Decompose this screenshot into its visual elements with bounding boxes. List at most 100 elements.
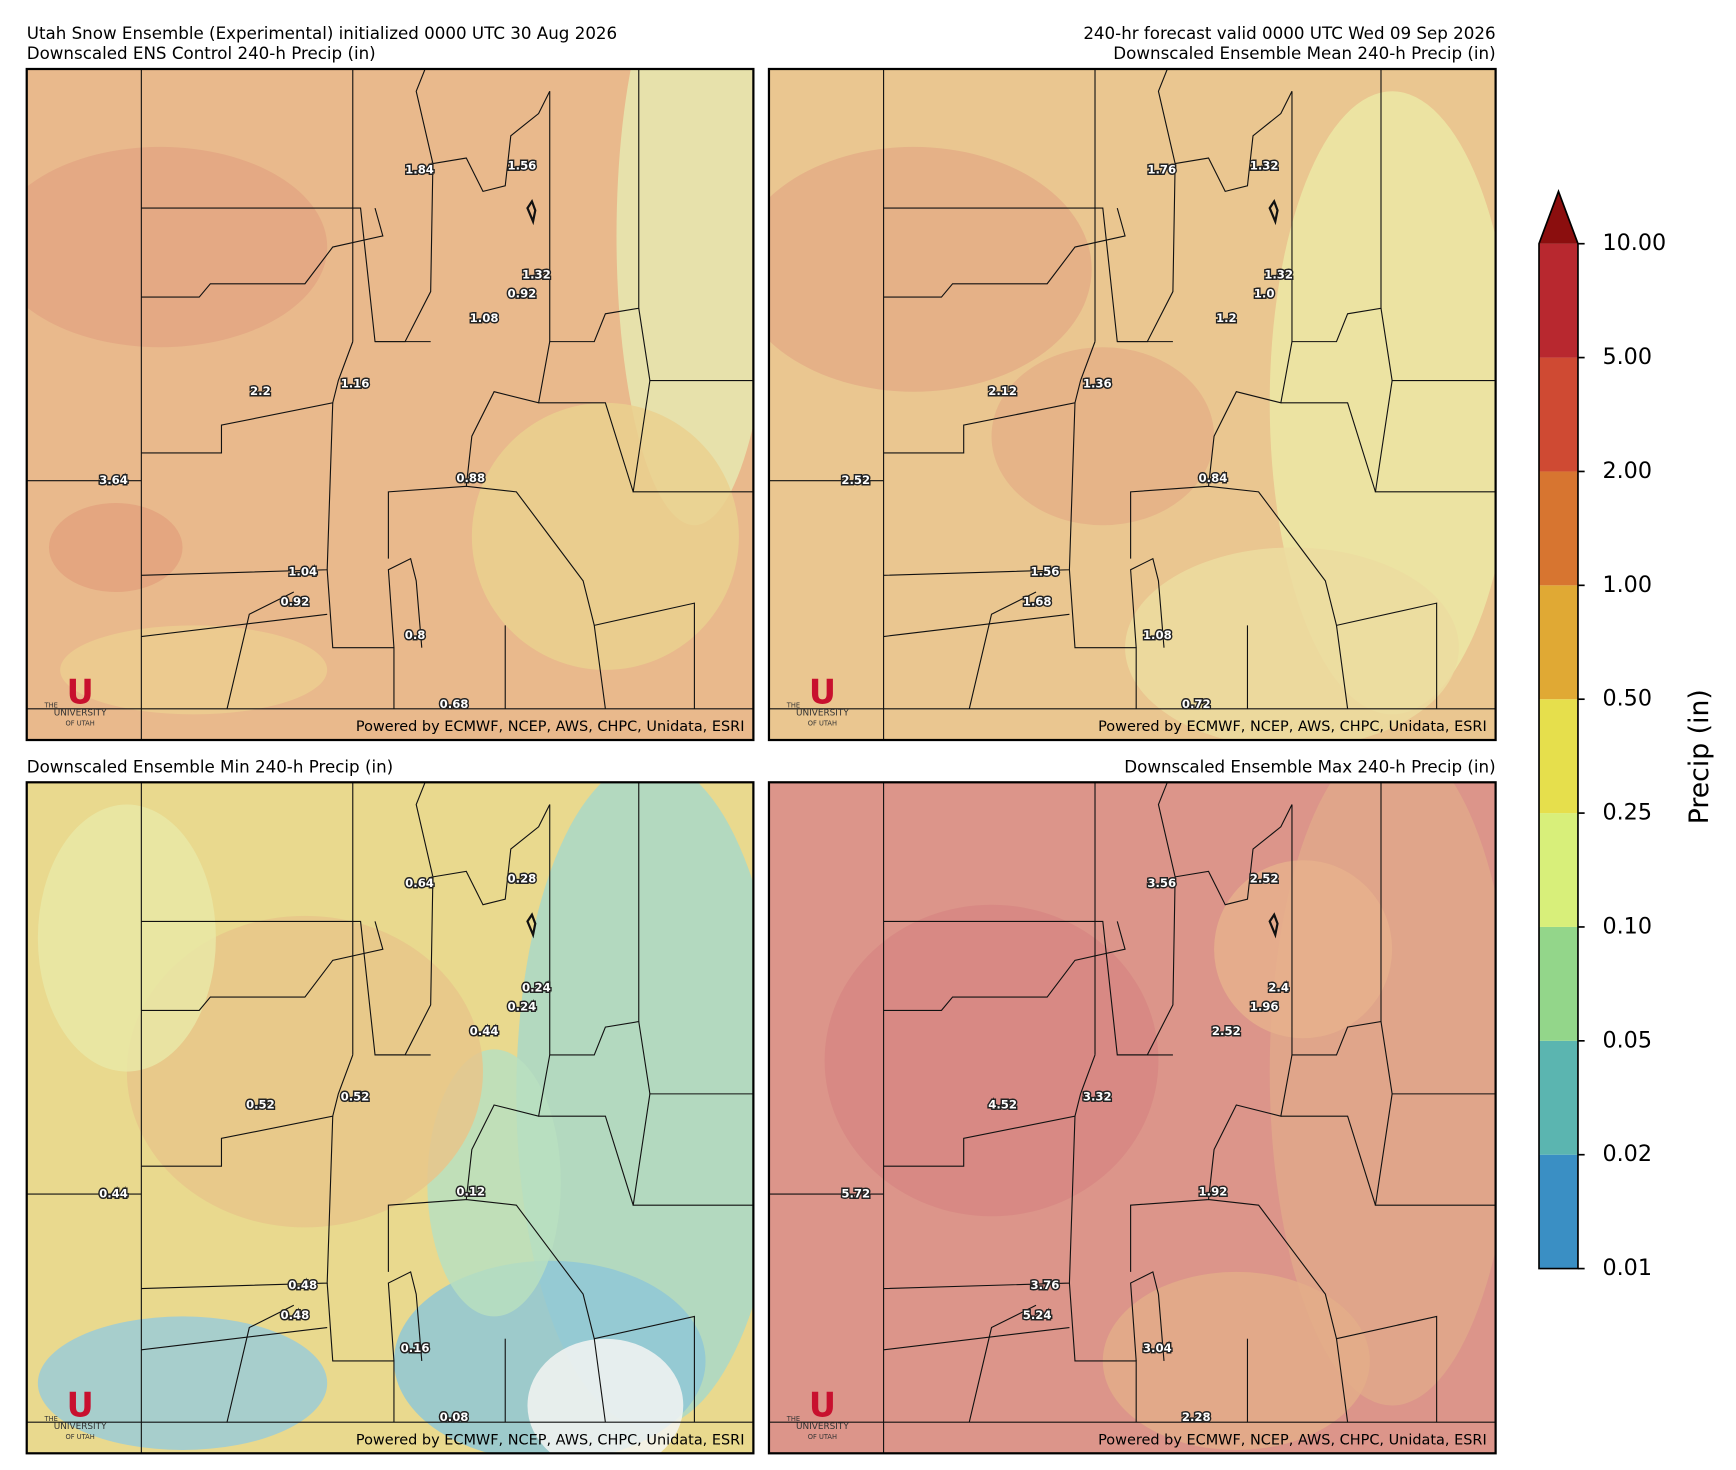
colorbar-segment [1539,357,1578,472]
boundary-line [1280,402,1376,493]
point-label: 2.52 [841,473,870,487]
point-label: 1.04 [288,564,317,578]
point-label: 0.48 [288,1278,317,1292]
point-label: 1.2 [1216,311,1237,325]
boundary-line [883,1327,1070,1351]
valid-text: 240-hr forecast valid 0000 UTC Wed 09 Se… [1083,24,1495,43]
logo-text: OF UTAH [66,1433,95,1441]
logo-letter: U [67,672,94,711]
point-label: 1.32 [522,267,551,281]
panel-frame [767,781,1497,1455]
point-label: 5.24 [1023,1308,1052,1322]
logo-text: UNIVERSITY [796,1422,849,1432]
boundary-line [466,1199,606,1423]
point-label: 2.52 [1250,872,1279,886]
map-panel: 1.84 1.56 1.32 0.92 1.08 2.2 1.16 3.64 0.88 1.04 0… [26,68,754,741]
boundary-line [883,921,1126,1011]
boundary-line [141,1054,354,1167]
boundary-line [1130,1271,1165,1361]
boundary-line [968,591,1037,709]
boundary-line [432,804,551,906]
boundary-line [1291,68,1382,343]
boundary-line [549,68,640,343]
logo-text: THE [786,702,800,710]
point-label: 0.52 [246,1098,275,1112]
map-panel: 3.56 2.52 2.4 1.96 2.52 4.52 3.32 5.72 1.92 3.76 5… [768,782,1496,1454]
boundary-line [1175,91,1293,193]
credit: Powered by ECMWF, NCEP, AWS, CHPC, Unida… [356,1432,745,1448]
precip-region [527,1338,684,1454]
boundary-line [326,1283,395,1423]
credit: Powered by ECMWF, NCEP, AWS, CHPC, Unida… [356,719,745,735]
colorbar-tick-label: 0.01 [1602,1255,1652,1281]
precip-region [768,146,1092,392]
init-text: Utah Snow Ensemble (Experimental) initia… [27,24,617,43]
boundary-line [387,1271,423,1361]
boundary-line [1117,68,1176,343]
point-label: 0.84 [1199,471,1228,485]
panel-frame [767,67,1497,742]
colorbar-tick-label: 0.05 [1602,1027,1652,1053]
panel-frame [25,781,755,1455]
point-label: 0.92 [508,286,537,300]
point-label: 0.72 [1182,697,1211,711]
boundary-line [432,91,551,193]
boundary-line [141,921,384,1011]
panel-title: Downscaled Ensemble Max 240-h Precip (in… [1124,757,1495,776]
boundary-line [375,782,434,1056]
map-panel: 0.64 0.28 0.24 0.24 0.44 0.52 0.52 0.44 0.12 0.48… [26,782,754,1454]
colorbar-tick-label: 10.00 [1602,230,1666,256]
point-label: 2.2 [250,384,271,398]
precip-region [126,915,483,1228]
colorbar: 0.01 0.02 0.05 0.10 0.25 0.50 1.00 2.00 5.00 10.0… [1538,189,1715,1281]
boundary-line [594,1315,695,1423]
boundary-line [1336,1315,1438,1423]
point-label: 0.16 [401,1341,430,1355]
precip-region [60,625,328,715]
logo-text: OF UTAH [808,720,837,728]
boundary-line [387,557,423,648]
boundary-line [141,1327,328,1351]
boundary-line [1117,782,1176,1056]
panel-frame [25,67,755,742]
precip-region [1102,1271,1370,1450]
point-label: 1.08 [1143,628,1172,642]
point-label: 0.88 [456,471,485,485]
boundary-line [883,1054,1096,1167]
point-label: 3.56 [1147,876,1176,890]
point-label: 1.56 [1031,564,1060,578]
colorbar-frame [1538,189,1579,1270]
logo-letter: U [67,1386,94,1425]
colorbar-segment [1539,243,1578,358]
lake [1268,912,1279,939]
point-label: 3.76 [1031,1278,1060,1292]
boundary-line [1068,569,1137,709]
colorbar-tick-label: 0.02 [1602,1141,1652,1167]
credit: Powered by ECMWF, NCEP, AWS, CHPC, Unida… [1098,719,1487,735]
logo-text: UNIVERSITY [796,709,849,719]
panel-title: Downscaled Ensemble Min 240-h Precip (in… [27,757,393,776]
point-label: 1.32 [1264,267,1293,281]
boundary-line [141,207,384,298]
point-label: 0.52 [341,1090,370,1104]
logo-letter: U [809,672,836,711]
boundary-line [1208,1199,1349,1423]
boundary-line [549,782,640,1056]
point-label: 0.08 [440,1410,469,1424]
point-label: 1.08 [470,311,499,325]
point-label: 0.24 [508,1000,537,1014]
point-label: 0.12 [456,1184,485,1198]
colorbar-tick-label: 0.25 [1602,800,1652,826]
point-label: 0.44 [99,1187,128,1201]
boundary-line [538,402,634,493]
point-label: 1.36 [1083,376,1112,390]
boundary-line [1130,557,1165,648]
map-panel: 1.76 1.32 1.32 1.0 1.2 2.12 1.36 2.52 0.84 1.56 1.… [768,68,1496,741]
logo-text: OF UTAH [808,1433,837,1441]
point-label: 1.96 [1250,1000,1279,1014]
point-label: 4.52 [988,1098,1017,1112]
point-label: 0.28 [508,872,537,886]
boundary-line [326,569,395,709]
precip-region [37,1316,328,1450]
